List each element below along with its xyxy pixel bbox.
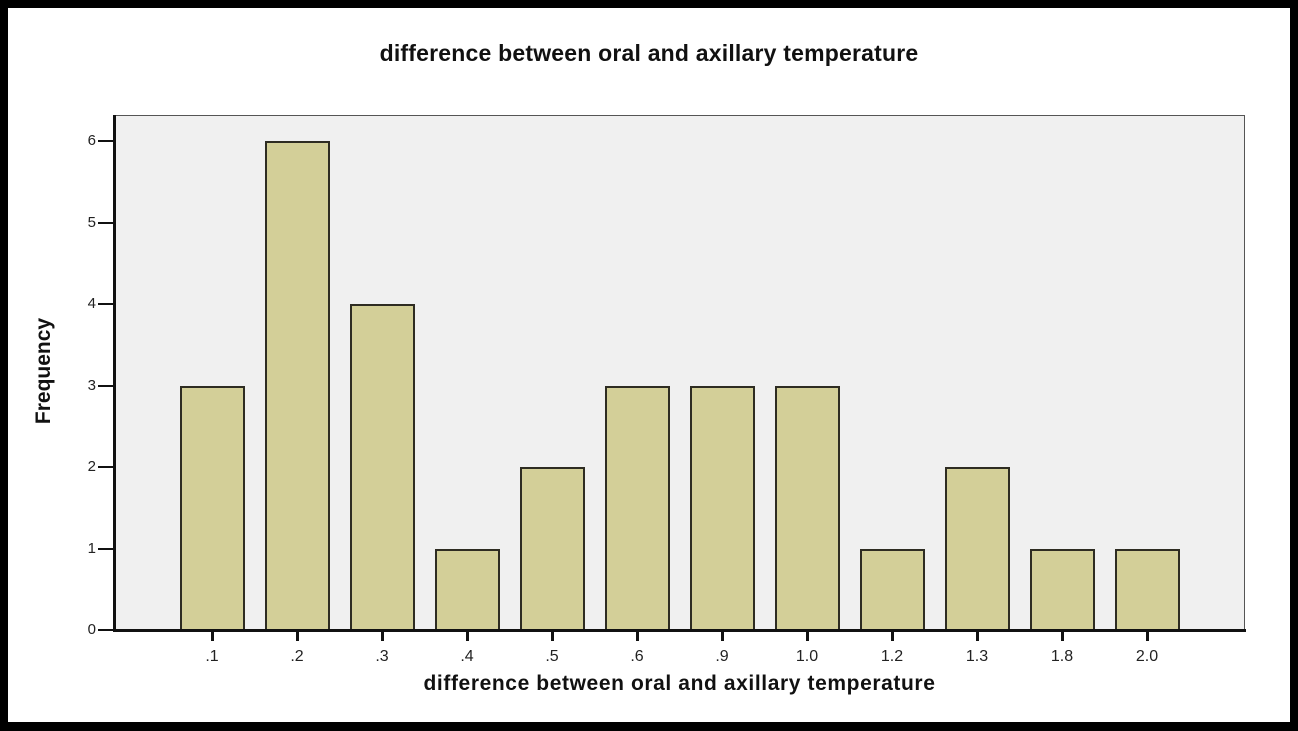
- bar: [264, 141, 330, 631]
- x-tick-label: .9: [715, 648, 729, 665]
- y-tick-mark: [98, 466, 113, 468]
- bar: [774, 385, 840, 631]
- x-tick-mark: [211, 632, 214, 641]
- y-tick-label: 0: [87, 621, 96, 638]
- x-tick-label: 2.0: [1135, 648, 1159, 665]
- bar: [434, 548, 500, 631]
- x-tick-label: .3: [375, 648, 389, 665]
- x-tick-label: .6: [630, 648, 644, 665]
- y-tick-label: 3: [87, 376, 96, 394]
- x-tick-label: .1: [205, 648, 219, 665]
- x-tick-label: .5: [545, 648, 559, 665]
- bar: [604, 385, 670, 631]
- x-tick-mark: [806, 632, 809, 641]
- y-tick-mark: [98, 140, 113, 142]
- y-tick-label: 1: [87, 539, 96, 557]
- bar: [944, 467, 1010, 631]
- bar: [349, 304, 415, 631]
- y-axis-line: [113, 115, 116, 632]
- bar: [689, 385, 755, 631]
- x-tick-label: 1.8: [1050, 648, 1074, 665]
- x-tick-mark: [551, 632, 554, 641]
- bar: [519, 467, 585, 631]
- x-tick-mark: [721, 632, 724, 641]
- chart-title: difference between oral and axillary tem…: [379, 40, 919, 66]
- y-tick-mark: [98, 547, 113, 550]
- chart-canvas: difference between oral and axillary tem…: [8, 8, 1290, 722]
- y-axis-title: Frequency: [32, 317, 55, 425]
- y-tick-mark: [98, 629, 113, 631]
- x-tick-mark: [976, 632, 979, 641]
- x-tick-label: .2: [290, 648, 304, 665]
- x-tick-label: .4: [460, 648, 474, 665]
- y-tick-mark: [98, 384, 113, 387]
- x-tick-mark: [381, 632, 384, 641]
- x-axis-line: [113, 629, 1246, 632]
- y-tick-label: 2: [87, 458, 96, 475]
- x-tick-label: 1.3: [965, 648, 989, 665]
- y-tick-mark: [98, 303, 113, 305]
- x-tick-mark: [1061, 632, 1064, 641]
- bar: [859, 548, 925, 631]
- y-tick-label: 6: [87, 132, 96, 149]
- y-tick-label: 5: [87, 213, 96, 231]
- x-tick-mark: [1146, 632, 1149, 641]
- x-tick-label: 1.2: [880, 648, 904, 665]
- x-tick-mark: [466, 632, 469, 641]
- bar: [1029, 548, 1095, 631]
- x-axis-title: difference between oral and axillary tem…: [423, 672, 936, 695]
- bar: [179, 385, 245, 631]
- x-tick-label: 1.0: [795, 648, 819, 665]
- y-tick-mark: [98, 221, 113, 224]
- x-tick-mark: [296, 632, 299, 641]
- bar: [1114, 548, 1180, 631]
- x-tick-mark: [636, 632, 639, 641]
- y-tick-label: 4: [87, 295, 96, 312]
- x-tick-mark: [891, 632, 894, 641]
